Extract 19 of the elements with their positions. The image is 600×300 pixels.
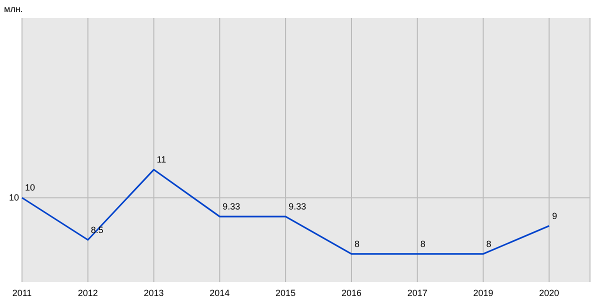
data-label: 8 <box>354 238 360 249</box>
x-tick-label: 2015 <box>276 288 296 298</box>
x-tick-label: 2020 <box>539 288 560 298</box>
x-tick-label: 2019 <box>473 288 494 298</box>
x-tick-label: 2011 <box>12 288 32 298</box>
data-label: 9 <box>552 210 558 221</box>
data-label: 8 <box>420 238 426 249</box>
data-label: 9.33 <box>288 202 306 212</box>
data-label: 9.33 <box>222 202 240 212</box>
y-axis-title: млн. <box>4 4 23 14</box>
x-tick-label: 2017 <box>407 288 428 298</box>
data-label: 8 <box>486 238 492 249</box>
x-tick-label: 2016 <box>341 288 362 298</box>
x-tick-label: 2013 <box>144 288 164 298</box>
data-label: 10 <box>8 192 19 203</box>
x-tick-label: 2014 <box>210 288 230 298</box>
ref-line-label: 10 <box>25 182 36 193</box>
data-label: 11 <box>156 154 166 165</box>
x-tick-label: 2012 <box>78 288 98 298</box>
